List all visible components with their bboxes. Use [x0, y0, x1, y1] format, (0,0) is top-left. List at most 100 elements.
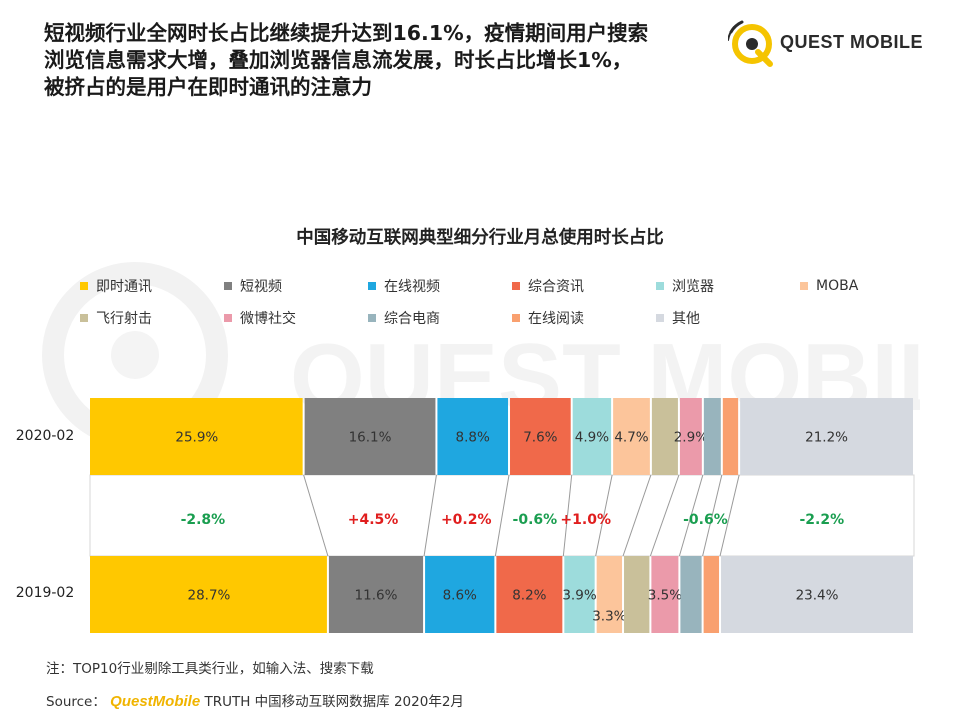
- legend-swatch: [80, 282, 88, 290]
- change-label: -2.2%: [799, 512, 844, 528]
- legend-item: 短视频: [224, 276, 282, 296]
- connector-line: [649, 474, 680, 557]
- connector-line: [702, 474, 723, 557]
- connector-line: [494, 474, 510, 557]
- data-label: 23.4%: [796, 588, 839, 604]
- legend-swatch: [800, 282, 808, 290]
- bar-segment: [624, 556, 650, 633]
- legend-label: 飞行射击: [96, 311, 152, 327]
- data-label: 3.3%: [592, 609, 626, 625]
- chart-title: 中国移动互联网典型细分行业月总使用时长占比: [296, 228, 664, 248]
- bar-segment: [90, 556, 327, 633]
- change-label: +0.2%: [441, 512, 492, 528]
- page-headline: 短视频行业全网时长占比继续提升达到16.1%，疫情期间用户搜索 浏览信息需求大增…: [44, 20, 734, 101]
- legend-swatch: [224, 314, 232, 322]
- connector-line: [678, 474, 704, 557]
- change-label: +1.0%: [560, 512, 611, 528]
- bar-segment: [496, 556, 563, 633]
- legend-item: 即时通讯: [80, 276, 152, 296]
- change-label: -0.6%: [513, 512, 558, 528]
- data-label: 21.2%: [805, 430, 848, 446]
- footnote: 注：TOP10行业剔除工具类行业，如输入法、搜索下载: [46, 661, 374, 677]
- data-label: 2.9%: [674, 430, 708, 446]
- bar-segment: [651, 398, 678, 475]
- bar-segment: [679, 398, 702, 475]
- headline-line-3: 被挤占的是用户在即时通讯的注意力: [44, 75, 372, 99]
- legend-label: 即时通讯: [96, 279, 152, 295]
- legend-label: 短视频: [240, 279, 282, 295]
- connector-line: [423, 474, 437, 557]
- bar-segment: [328, 556, 424, 633]
- legend-item: 其他: [656, 308, 700, 328]
- legend-swatch: [512, 282, 520, 290]
- data-label: 25.9%: [175, 430, 218, 446]
- legend-swatch: [656, 314, 664, 322]
- legend-item: 飞行射击: [80, 308, 152, 328]
- brand-name: QUEST MOBILE: [780, 32, 924, 52]
- connector-line: [622, 474, 652, 557]
- legend-swatch: [512, 314, 520, 322]
- legend-label: 综合电商: [384, 311, 440, 327]
- bar-segment: [722, 398, 739, 475]
- data-label: 4.9%: [575, 430, 609, 446]
- connector-line: [303, 474, 329, 557]
- change-label: -2.8%: [181, 512, 226, 528]
- bar-segment: [304, 398, 436, 475]
- legend-swatch: [80, 314, 88, 322]
- category-label-2019: 2019-02: [15, 585, 75, 601]
- bar-segment: [613, 398, 650, 475]
- connector-line: [719, 474, 740, 557]
- legend-label: 微博社交: [240, 311, 296, 327]
- bar-segment: [703, 398, 721, 475]
- legend-label: 其他: [672, 311, 700, 327]
- legend-label: 在线阅读: [528, 311, 584, 327]
- bar-segment: [680, 556, 702, 633]
- change-label: -0.6%: [683, 512, 728, 528]
- bar-segment: [437, 398, 509, 475]
- quest-mobile-logo-icon: [727, 20, 773, 67]
- data-label: 28.7%: [188, 588, 231, 604]
- legend-swatch: [224, 282, 232, 290]
- headline-line-2: 浏览信息需求大增，叠加浏览器信息流发展，时长占比增长1%，: [44, 48, 633, 72]
- bar-segment: [510, 398, 571, 475]
- bar-segment: [572, 398, 612, 475]
- source-suffix: TRUTH 中国移动互联网数据库 2020年2月: [204, 694, 464, 710]
- data-label: 3.9%: [562, 588, 596, 604]
- legend-item: 浏览器: [656, 276, 714, 296]
- data-label: 7.6%: [523, 430, 557, 446]
- legend-item: 综合电商: [368, 308, 440, 328]
- legend-swatch: [656, 282, 664, 290]
- connector-line: [562, 474, 573, 557]
- legend-label: 浏览器: [672, 279, 714, 295]
- source-brand: QuestMobile: [110, 693, 201, 710]
- legend-item: 微博社交: [224, 308, 296, 328]
- legend-swatch: [368, 282, 376, 290]
- bar-segment: [740, 398, 913, 475]
- legend-item: 在线阅读: [512, 308, 584, 328]
- bar-segment: [90, 398, 303, 475]
- bar-segment: [596, 556, 623, 633]
- headline-line-1: 短视频行业全网时长占比继续提升达到16.1%，疫情期间用户搜索: [44, 21, 649, 45]
- source-line: Source： QuestMobile TRUTH 中国移动互联网数据库 202…: [46, 690, 464, 710]
- data-label: 11.6%: [355, 588, 398, 604]
- data-label: 8.8%: [456, 430, 490, 446]
- connector-line: [595, 474, 613, 557]
- source-prefix: Source：: [46, 694, 106, 710]
- legend-item: MOBA: [800, 276, 858, 296]
- data-label: 4.7%: [614, 430, 648, 446]
- legend-item: 综合资讯: [512, 276, 584, 296]
- bar-segment: [651, 556, 679, 633]
- data-label: 16.1%: [349, 430, 392, 446]
- legend-label: 在线视频: [384, 279, 440, 295]
- data-label: 8.2%: [512, 588, 546, 604]
- legend-label: MOBA: [816, 278, 859, 294]
- change-label: +4.5%: [348, 512, 399, 528]
- data-label: 8.6%: [443, 588, 477, 604]
- legend-label: 综合资讯: [528, 279, 584, 295]
- bar-segment: [721, 556, 913, 633]
- legend-item: 在线视频: [368, 276, 440, 296]
- brand-logo: QUEST MOBILE: [727, 18, 924, 70]
- data-label: 3.5%: [648, 588, 682, 604]
- bar-segment: [564, 556, 595, 633]
